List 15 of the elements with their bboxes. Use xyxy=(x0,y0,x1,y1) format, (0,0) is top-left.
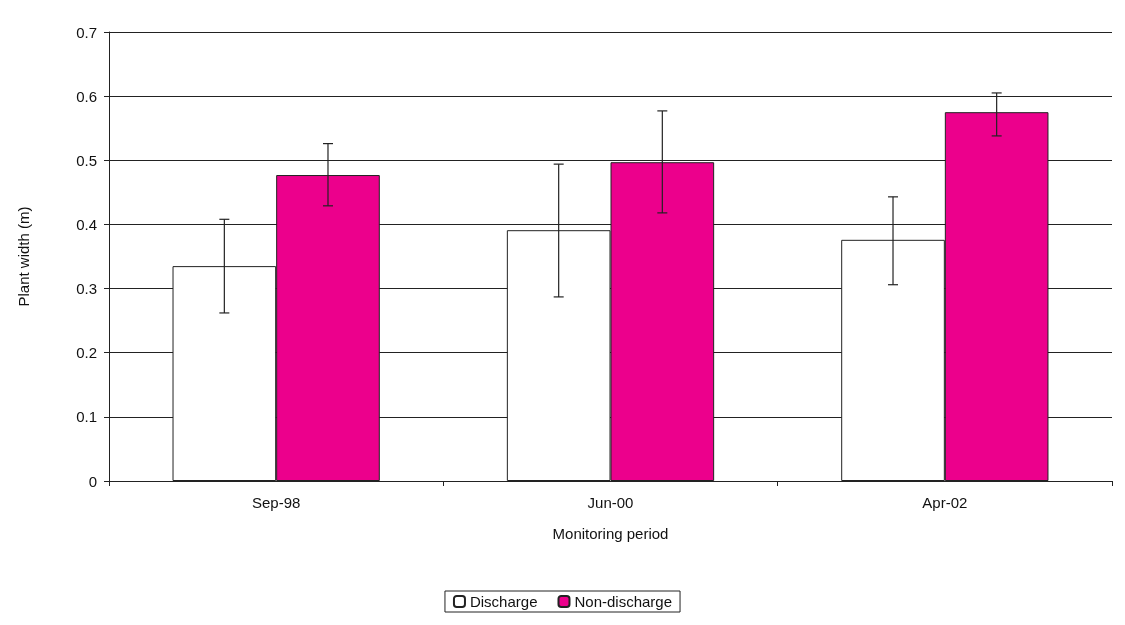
y-tick-label: 0.2 xyxy=(76,344,97,362)
y-tick-label: 0 xyxy=(88,472,97,490)
x-tick-label: Sep-98 xyxy=(251,494,301,511)
y-tick-label: 0.1 xyxy=(76,408,97,426)
y-tick-label: 0.6 xyxy=(76,87,97,105)
x-axis-title: Monitoring period xyxy=(552,525,669,542)
y-tick-label: 0.4 xyxy=(76,215,97,233)
y-axis-title: Plant width (m) xyxy=(15,206,32,307)
legend-label: Non-discharge xyxy=(574,593,673,610)
y-tick-label: 0.5 xyxy=(76,151,97,169)
x-tick-label: Jun-00 xyxy=(587,494,634,511)
legend-label: Discharge xyxy=(469,593,538,610)
y-tick-label: 0.7 xyxy=(76,23,97,41)
x-tick-label: Apr-02 xyxy=(922,494,968,511)
y-tick-label: 0.3 xyxy=(76,280,97,298)
